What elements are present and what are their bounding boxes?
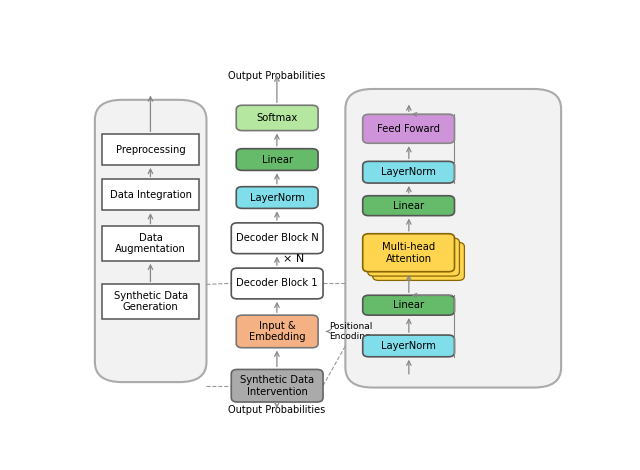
FancyBboxPatch shape xyxy=(363,234,454,272)
FancyBboxPatch shape xyxy=(363,161,454,183)
Text: Positional
Encoding: Positional Encoding xyxy=(330,322,373,341)
Text: Preprocessing: Preprocessing xyxy=(116,145,186,155)
FancyBboxPatch shape xyxy=(367,238,460,276)
FancyBboxPatch shape xyxy=(231,268,323,299)
FancyBboxPatch shape xyxy=(236,149,318,171)
Bar xyxy=(102,180,199,210)
FancyBboxPatch shape xyxy=(236,105,318,131)
FancyBboxPatch shape xyxy=(372,243,465,281)
FancyBboxPatch shape xyxy=(236,187,318,208)
Bar xyxy=(102,134,199,165)
FancyBboxPatch shape xyxy=(363,196,454,216)
Text: Input &
Embedding: Input & Embedding xyxy=(249,321,305,342)
Text: Synthetic Data
Generation: Synthetic Data Generation xyxy=(114,291,188,313)
Text: Linear: Linear xyxy=(393,201,424,211)
Text: Linear: Linear xyxy=(262,155,292,164)
FancyBboxPatch shape xyxy=(231,223,323,254)
Text: Softmax: Softmax xyxy=(257,113,298,123)
Text: Decoder Block 1: Decoder Block 1 xyxy=(236,279,318,289)
Text: Feed Foward: Feed Foward xyxy=(377,124,440,134)
Text: LayerNorm: LayerNorm xyxy=(250,193,305,203)
Text: Data Integration: Data Integration xyxy=(109,190,192,200)
Text: × N: × N xyxy=(283,254,304,264)
Bar xyxy=(102,284,199,319)
Text: LayerNorm: LayerNorm xyxy=(381,341,436,351)
Text: Linear: Linear xyxy=(393,300,424,310)
FancyBboxPatch shape xyxy=(363,114,454,143)
Text: Multi-head
Attention: Multi-head Attention xyxy=(382,242,435,264)
Text: Output Probabilities: Output Probabilities xyxy=(228,405,326,415)
Bar xyxy=(102,227,199,261)
Text: Decoder Block N: Decoder Block N xyxy=(236,233,319,243)
Text: Synthetic Data
Intervention: Synthetic Data Intervention xyxy=(240,375,314,397)
FancyBboxPatch shape xyxy=(363,295,454,315)
FancyBboxPatch shape xyxy=(95,100,207,382)
Text: Data
Augmentation: Data Augmentation xyxy=(115,233,186,254)
Text: Output Probabilities: Output Probabilities xyxy=(228,71,326,81)
FancyBboxPatch shape xyxy=(236,315,318,348)
FancyBboxPatch shape xyxy=(346,89,561,388)
Text: LayerNorm: LayerNorm xyxy=(381,167,436,177)
FancyBboxPatch shape xyxy=(231,369,323,402)
FancyBboxPatch shape xyxy=(363,335,454,357)
